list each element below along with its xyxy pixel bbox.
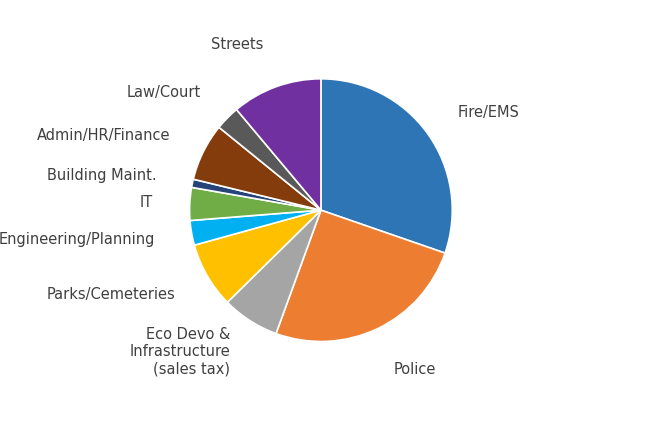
- Wedge shape: [321, 79, 452, 253]
- Text: Parks/Cemeteries: Parks/Cemeteries: [47, 287, 176, 302]
- Text: Fire/EMS: Fire/EMS: [458, 105, 520, 120]
- Wedge shape: [227, 210, 321, 334]
- Text: Building Maint.: Building Maint.: [47, 168, 157, 183]
- Text: Streets: Streets: [211, 37, 263, 52]
- Wedge shape: [191, 179, 321, 210]
- Wedge shape: [219, 110, 321, 210]
- Wedge shape: [276, 210, 445, 341]
- Wedge shape: [193, 127, 321, 210]
- Wedge shape: [236, 79, 321, 210]
- Text: Admin/HR/Finance: Admin/HR/Finance: [37, 128, 170, 143]
- Text: Law/Court: Law/Court: [127, 85, 201, 100]
- Text: Engineering/Planning: Engineering/Planning: [0, 232, 155, 247]
- Text: Police: Police: [393, 362, 436, 377]
- Wedge shape: [190, 210, 321, 245]
- Wedge shape: [195, 210, 321, 302]
- Text: Eco Devo &
Infrastructure
(sales tax): Eco Devo & Infrastructure (sales tax): [129, 326, 230, 377]
- Text: IT: IT: [140, 194, 153, 209]
- Wedge shape: [189, 187, 321, 220]
